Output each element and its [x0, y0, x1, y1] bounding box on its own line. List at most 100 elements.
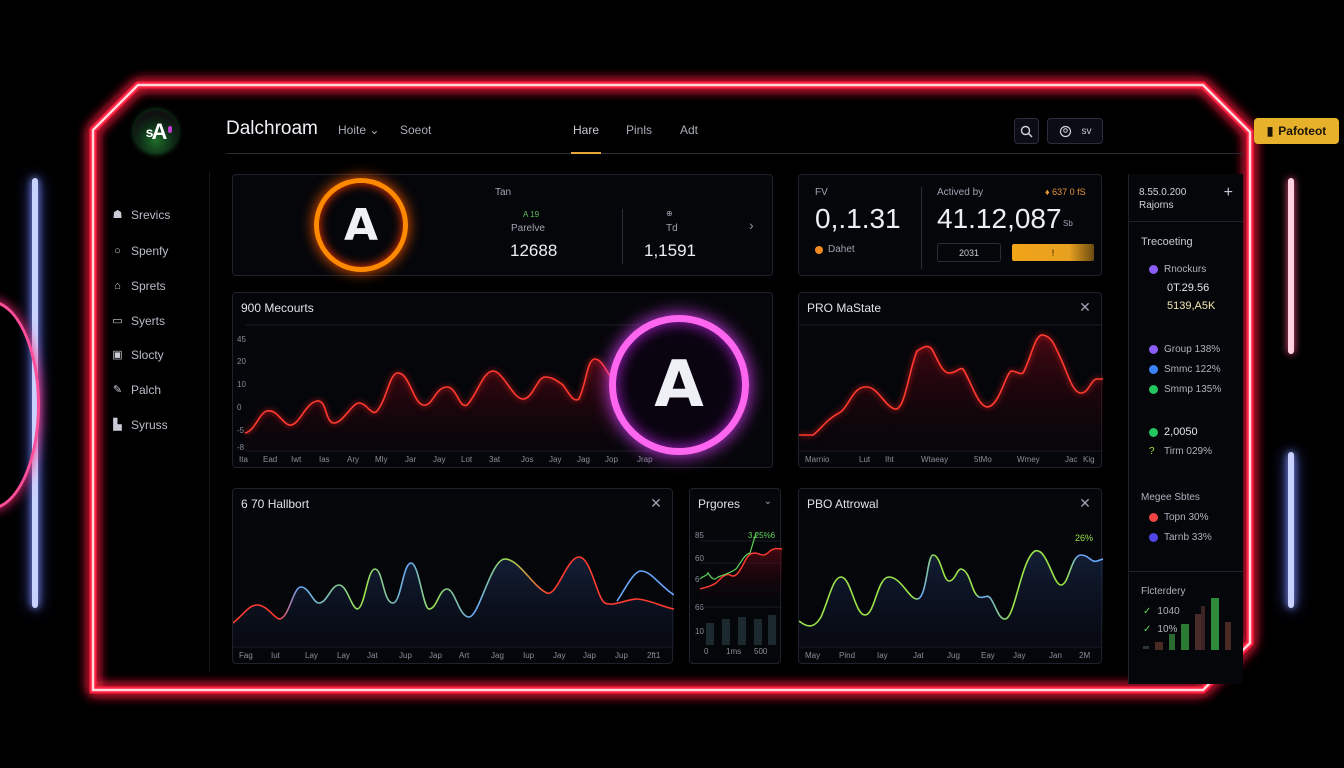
sidebar-item-syerts[interactable]: ▭ Syerts: [112, 314, 165, 328]
group-item[interactable]: Smmp 135%: [1149, 384, 1221, 395]
mastate-chart-card: PRO MaState ✕ Marnio Lut Iht Wtaeay 5tMo…: [798, 292, 1103, 468]
x-tick: Ary: [347, 455, 359, 464]
close-icon[interactable]: ✕: [650, 495, 662, 511]
x-tick: Jos: [521, 455, 534, 464]
home-icon: ⌂: [114, 279, 121, 292]
nav-sbeot[interactable]: Soeot: [400, 123, 432, 137]
merged-item[interactable]: Topn 30%: [1149, 512, 1208, 523]
trending-label: Rnockurs: [1164, 264, 1207, 275]
rp-divider: [1129, 221, 1243, 222]
kpi-left-value: 0,.1.31: [815, 203, 901, 234]
chevron-down-icon[interactable]: ⌄: [763, 496, 772, 507]
x-tick: Jat: [913, 651, 924, 660]
x-tick: Jar: [405, 455, 417, 464]
trending-item[interactable]: Rnockurs: [1149, 264, 1206, 275]
x-tick: Marnio: [805, 455, 830, 464]
merged-item[interactable]: Tarnb 33%: [1149, 532, 1212, 543]
x-tick: Iht: [885, 455, 894, 464]
x-tick: Lut: [859, 455, 871, 464]
tab-adt[interactable]: Adt: [680, 123, 699, 137]
logo-accent-dot: [168, 126, 172, 133]
group-dot: [1149, 345, 1158, 354]
history-bar-chart: [1143, 598, 1231, 650]
x-tick: Jop: [605, 455, 618, 464]
close-icon[interactable]: ✕: [1079, 495, 1091, 511]
group-label: Group 138%: [1164, 344, 1221, 355]
status-dot: [815, 246, 823, 254]
question-icon: ?: [1149, 446, 1155, 457]
total-label: 2,0050: [1164, 426, 1198, 438]
kpi-status-text: Dahet: [828, 244, 855, 255]
group-item[interactable]: Smmc 122%: [1149, 364, 1221, 375]
kpi-right-label: Actived by: [937, 187, 984, 198]
sidebar-item-services[interactable]: ☗ Srevics: [112, 208, 171, 222]
progress-chart-title: Prgores: [698, 497, 741, 511]
sidebar-item-sprets[interactable]: ⌂ Sprets: [112, 279, 166, 293]
merged-dot: [1149, 513, 1158, 522]
merged-label: Topn 30%: [1164, 512, 1209, 523]
chevron-right-icon[interactable]: ›: [749, 217, 754, 233]
merged-label: Tarnb 33%: [1164, 532, 1212, 543]
rp-header-label: Rajorns: [1139, 200, 1174, 211]
x-tick: 2ft1: [647, 651, 661, 660]
wrench-icon: ✎: [112, 383, 123, 396]
kpi-left-label: FV: [815, 187, 828, 198]
x-tick: Ias: [319, 455, 330, 464]
x-tick: 500: [754, 647, 768, 656]
rp-divider: [1129, 571, 1243, 572]
x-tick: Lay: [337, 651, 350, 660]
sidebar-item-slocty[interactable]: ▣ Slocty: [112, 348, 163, 362]
measures-line-chart: [244, 324, 677, 453]
metric2-value: 1,1591: [644, 241, 696, 260]
plus-icon[interactable]: +: [1223, 184, 1233, 201]
merged-dot: [1149, 533, 1158, 542]
group-dot: [1149, 365, 1158, 374]
x-tick: 5tMo: [974, 455, 992, 464]
app-logo[interactable]: s A: [134, 110, 178, 154]
summary-logo-ring: A: [314, 178, 408, 272]
image-icon: ▣: [112, 348, 123, 361]
kpi-input[interactable]: 2031: [937, 243, 1001, 262]
x-tick: Jac: [1065, 455, 1078, 464]
user-menu-button[interactable]: sv: [1047, 118, 1103, 144]
x-tick: Iut: [271, 651, 280, 660]
progress-line-chart: [699, 532, 782, 645]
globe-icon: [1059, 125, 1071, 137]
dashboard-app: s A ☗ Srevics ○ Spenfy ⌂ Sprets ▭ Syerts…: [100, 92, 1339, 684]
sidebar-item-security[interactable]: ○ Spenfy: [112, 244, 168, 258]
x-tick: Lay: [305, 651, 318, 660]
primary-action-button[interactable]: ▮ Pafoteot: [1254, 118, 1339, 144]
x-tick: Jup: [615, 651, 628, 660]
x-tick: Jay: [553, 651, 566, 660]
close-icon[interactable]: ✕: [1079, 299, 1091, 315]
history-title: Flcterdery: [1141, 586, 1186, 597]
group-dot: [1149, 385, 1158, 394]
search-icon: [1020, 125, 1033, 137]
tab-home[interactable]: Hare: [573, 123, 600, 137]
x-tick: Jap: [583, 651, 596, 660]
sidebar-item-label: Syruss: [131, 418, 168, 432]
sidebar-item-syruss[interactable]: ▙ Syruss: [112, 418, 168, 432]
x-tick: Pind: [839, 651, 856, 660]
right-light-bar-bottom: [1288, 452, 1294, 608]
y-tick: 85: [695, 531, 704, 540]
mastate-chart-title: PRO MaState: [807, 301, 882, 315]
group-item[interactable]: Group 138%: [1149, 344, 1220, 355]
user-menu-label: sv: [1081, 125, 1092, 137]
logo-prefix: s: [145, 124, 154, 140]
x-tick: Lot: [461, 455, 473, 464]
app-title: Dalchroam: [226, 118, 318, 139]
nav-home-dropdown[interactable]: Hoite ⌄: [338, 123, 380, 137]
y-tick: -5: [237, 426, 245, 435]
y-tick: -8: [237, 443, 245, 452]
rp-header-value: 8.55.0.200: [1139, 187, 1187, 198]
sidebar: ☗ Srevics ○ Spenfy ⌂ Sprets ▭ Syerts ▣ S…: [100, 172, 210, 672]
trending-value-1: 0T.29.56: [1167, 282, 1210, 294]
search-button[interactable]: [1014, 118, 1039, 144]
tab-pinls[interactable]: Pinls: [626, 123, 653, 137]
sidebar-item-patch[interactable]: ✎ Palch: [112, 383, 161, 397]
trending-dot: [1149, 265, 1158, 274]
document-icon: ▮: [1266, 124, 1274, 138]
logo-letter: A: [151, 119, 167, 144]
y-tick: 20: [237, 357, 246, 366]
